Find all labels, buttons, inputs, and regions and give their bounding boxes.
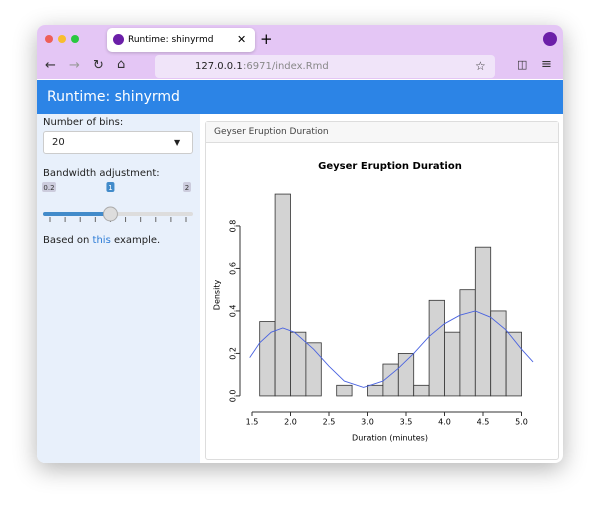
panel: Geyser Eruption Duration: [205, 121, 559, 460]
bandwidth-label: Bandwidth adjustment:: [43, 168, 160, 179]
nav-bar: ← → ↻ ⌂ 127.0.0.1:6971/index.Rmd ☆ ◫ ≡: [37, 55, 563, 79]
note-text: Based on: [43, 235, 90, 246]
url-bar[interactable]: 127.0.0.1:6971/index.Rmd ☆: [155, 55, 495, 78]
slider-tick-label: 0.6: [75, 225, 85, 226]
close-dot[interactable]: [45, 35, 53, 43]
account-icon[interactable]: [543, 32, 557, 46]
note: Based on this example.: [43, 235, 160, 246]
panel-title: Geyser Eruption Duration: [214, 127, 329, 137]
slider-tick-label: 1: [109, 225, 113, 226]
slider-value: 1: [108, 184, 112, 192]
slider-tick-label: 1.8: [166, 225, 176, 226]
slider-value-badge: [106, 182, 115, 192]
home[interactable]: ⌂: [117, 57, 126, 72]
bookmark[interactable]: ☆: [475, 59, 486, 73]
app-title: Runtime: shinyrmd: [47, 89, 180, 105]
panel-header: Geyser Eruption Duration: [206, 122, 558, 143]
url-host: 127.0.0.1: [195, 61, 243, 72]
note-text: example.: [113, 235, 161, 246]
slider-tick-label: 0.2: [45, 225, 55, 226]
note-link[interactable]: this: [92, 235, 111, 246]
slider-fill: [43, 212, 111, 216]
slider-tick-label: 2: [184, 225, 188, 226]
dropdown-arrow: ▼: [174, 138, 181, 147]
reload[interactable]: ↻: [93, 58, 104, 73]
bins-label: Number of bins:: [43, 117, 124, 128]
new-tab[interactable]: +: [260, 30, 273, 48]
forward[interactable]: →: [69, 58, 80, 73]
back[interactable]: ←: [45, 58, 56, 73]
slider-min-badge: [42, 182, 56, 192]
max-dot[interactable]: [71, 35, 79, 43]
slider[interactable]: 0.2 2 1 0.2 0.4 0.6 0.8 1 1.2 1.4 1.6 1.8 2: [37, 180, 200, 225]
slider-max-badge: [183, 182, 191, 192]
bins-select[interactable]: 20 ▼: [43, 131, 193, 154]
min-dot[interactable]: [58, 35, 66, 43]
tab-title: Runtime: shinyrmd: [128, 35, 214, 45]
app-header: Runtime: shinyrmd: [37, 80, 563, 114]
slider-min: 0.2: [43, 184, 54, 192]
slider-tick-label: 1.6: [151, 225, 161, 226]
tab[interactable]: Runtime: shinyrmd ✕: [107, 28, 255, 52]
pocket[interactable]: ◫: [517, 58, 528, 71]
bins-value: 20: [52, 137, 65, 148]
tab-icon: [113, 34, 124, 45]
slider-tick-label: 1.4: [136, 225, 146, 226]
url-path: :6971/index.Rmd: [243, 61, 329, 72]
tab-close[interactable]: ✕: [237, 33, 247, 46]
sidebar: Number of bins: 20 ▼ Bandwidth adjustmen…: [37, 114, 200, 463]
slider-tick-label: 0.4: [60, 225, 70, 226]
slider-tick-label: 1.2: [121, 225, 131, 226]
slider-handle: [102, 206, 118, 222]
slider-max: 2: [185, 184, 189, 192]
window: Runtime: shinyrmd ✕ + ← → ↻ ⌂ 127.0.0.1:…: [37, 25, 563, 463]
slider-tick-label: 0.8: [91, 225, 101, 226]
menu[interactable]: ≡: [541, 57, 552, 72]
